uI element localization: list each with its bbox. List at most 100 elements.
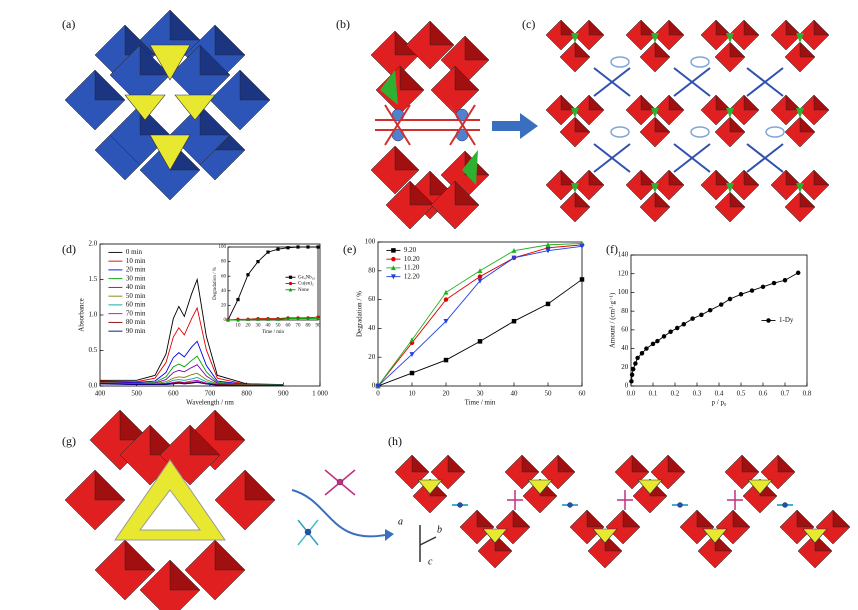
polyhedron-face: [741, 454, 760, 473]
x-tick-label: 60: [286, 324, 292, 329]
marker: [630, 366, 636, 372]
marker: [718, 302, 724, 307]
polyhedron-face: [696, 509, 715, 528]
marker: [288, 281, 293, 286]
tetrahedron: [802, 528, 828, 544]
polyhedron: [651, 108, 659, 118]
marker: [256, 260, 260, 264]
marker: [668, 329, 673, 334]
polyhedron-face: [785, 19, 802, 36]
polyhedron: [796, 33, 804, 43]
marker: [296, 316, 300, 321]
x-tick-label: 700: [205, 389, 216, 397]
marker: [545, 248, 551, 254]
y-tick-label: 40: [621, 344, 629, 352]
polyhedron-face: [732, 509, 751, 528]
legend-label: 11.20: [404, 264, 420, 272]
marker: [443, 289, 449, 295]
marker: [443, 297, 449, 302]
marker: [749, 288, 755, 293]
y-tick-label: 0.5: [88, 346, 97, 354]
bond: [384, 104, 411, 146]
polyhedron-face: [729, 116, 746, 133]
y-tick-label: 2.0: [88, 240, 97, 248]
x-tick-label: 0.7: [781, 389, 790, 397]
x-axis-label: p / p₀: [712, 398, 727, 406]
y-tick-label: 60: [621, 325, 629, 333]
marker: [511, 318, 517, 324]
marker: [629, 372, 635, 378]
series-line: [377, 279, 583, 387]
y-tick-label: 100: [618, 288, 629, 296]
x-tick-label: 40: [511, 389, 519, 397]
polyhedron-face: [813, 19, 830, 36]
x-tick-label: 10: [236, 324, 242, 329]
polyhedron: [726, 183, 734, 193]
x-tick-label: 10: [409, 389, 417, 397]
ligand: [610, 126, 630, 138]
tetrahedron: [637, 479, 663, 495]
polyhedron-face: [189, 424, 221, 456]
bond: [746, 143, 784, 173]
series-line: [100, 277, 284, 386]
legend-label: 60 min: [126, 301, 146, 309]
marker: [276, 247, 280, 251]
tetrahedron: [149, 44, 191, 81]
polyhedron-face: [588, 19, 605, 36]
polyhedron-face: [640, 94, 657, 111]
y-tick-label: 20: [368, 353, 376, 361]
polyhedron-face: [560, 169, 577, 186]
bond: [419, 536, 437, 546]
polyhedron-face: [411, 454, 430, 473]
marker: [236, 297, 240, 302]
series-line: [99, 381, 284, 386]
x-tick-label: 0.3: [693, 389, 702, 397]
polyhedron: [571, 183, 579, 193]
x-tick-label: 0.6: [759, 389, 768, 397]
series-line: [227, 246, 318, 321]
legend-label: 80 min: [126, 318, 146, 326]
tetrahedron: [747, 479, 773, 495]
polyhedron-face: [813, 169, 830, 186]
x-tick-label: 900: [278, 389, 289, 397]
polyhedron-face: [743, 169, 760, 186]
marker: [246, 317, 250, 321]
polyhedron-face: [394, 145, 420, 171]
bond: [673, 143, 711, 173]
marker: [795, 270, 801, 276]
polyhedron-face: [447, 454, 466, 473]
legend-label: 30 min: [126, 274, 146, 282]
marker: [661, 334, 667, 339]
polyhedron-face: [640, 19, 657, 36]
tetrahedron: [149, 134, 191, 171]
polyhedron-face: [743, 94, 760, 111]
atom: [336, 478, 344, 486]
marker: [256, 317, 260, 321]
x-tick-label: 0.1: [649, 389, 658, 397]
y-axis-label: Amount / (cm³·g⁻¹): [608, 292, 616, 348]
tetrahedron: [174, 94, 216, 121]
polyhedron-face: [668, 94, 685, 111]
polyhedron-face: [169, 9, 201, 41]
marker: [443, 357, 449, 363]
marker: [760, 284, 766, 290]
polyhedron-face: [588, 94, 605, 111]
x-tick-label: 90: [316, 324, 322, 329]
marker: [306, 245, 310, 249]
y-tick-label: 80: [368, 266, 376, 274]
legend-label: 40 min: [126, 283, 146, 291]
marker: [286, 246, 290, 250]
ligand: [610, 56, 630, 68]
polyhedron-face: [729, 191, 746, 208]
marker: [246, 273, 250, 277]
panel-label: (f): [606, 242, 618, 256]
polyhedron-face: [715, 94, 732, 111]
legend-label: Ge₄Nb₁₆: [298, 275, 315, 280]
polyhedron-face: [832, 509, 851, 528]
polyhedron: [726, 33, 734, 43]
series-line: [99, 306, 284, 386]
marker: [699, 312, 704, 318]
panel-label: (d): [62, 242, 76, 256]
bond: [746, 67, 784, 97]
